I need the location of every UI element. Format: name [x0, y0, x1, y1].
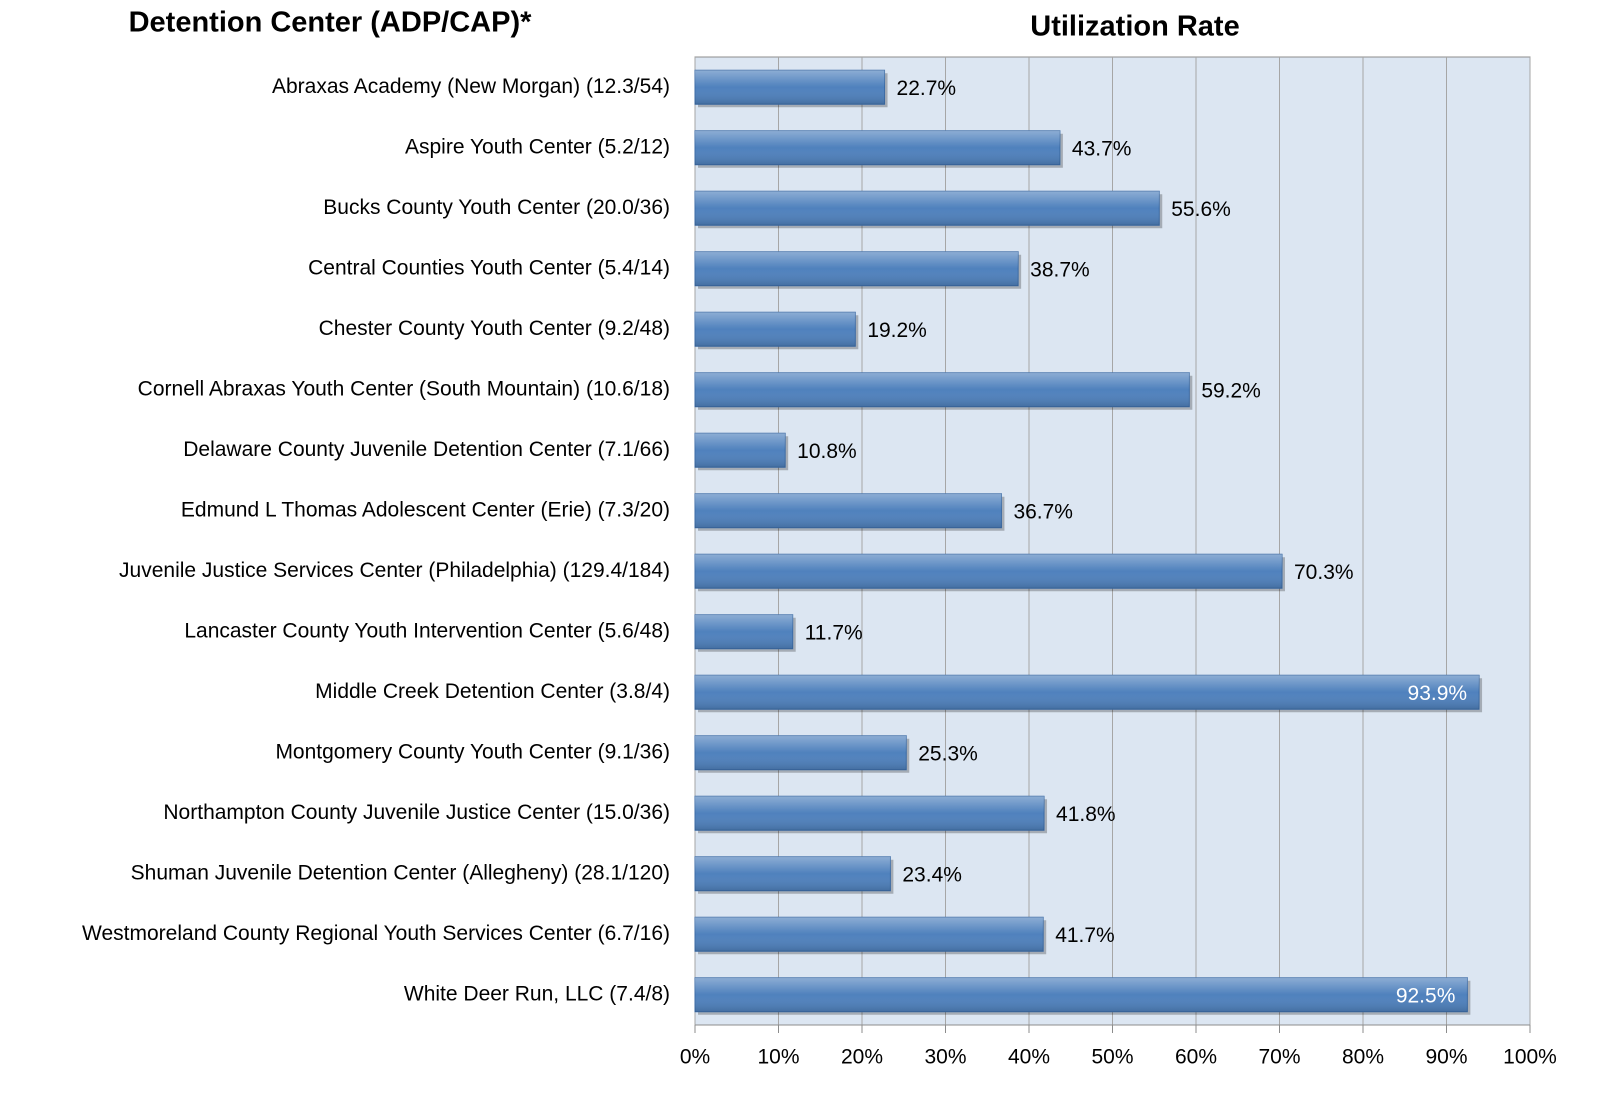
bar-shine [695, 372, 1190, 407]
x-tick-label: 80% [1342, 1046, 1384, 1069]
x-tick-label: 40% [1008, 1046, 1050, 1069]
value-label: 43.7% [1072, 137, 1132, 160]
y-tick-label: Shuman Juvenile Detention Center (Allegh… [131, 861, 670, 884]
bar-shine [695, 735, 907, 770]
y-tick-label: Central Counties Youth Center (5.4/14) [308, 256, 670, 279]
x-tick-label: 60% [1175, 1046, 1217, 1069]
value-label: 25.3% [918, 742, 978, 765]
bar-shine [695, 312, 856, 347]
y-tick-label: Juvenile Justice Services Center (Philad… [119, 559, 670, 582]
x-tick-label: 30% [924, 1046, 966, 1069]
y-tick-label: Montgomery County Youth Center (9.1/36) [275, 740, 670, 763]
value-label: 41.7% [1055, 924, 1115, 947]
y-tick-label: Middle Creek Detention Center (3.8/4) [315, 680, 670, 703]
bar-shine [695, 675, 1480, 710]
y-axis-title: Detention Center (ADP/CAP)* [129, 7, 533, 39]
value-label: 55.6% [1171, 198, 1231, 221]
bar-shine [695, 554, 1283, 589]
x-tick-label: 100% [1503, 1046, 1557, 1069]
x-tick-label: 70% [1258, 1046, 1300, 1069]
x-tick-label: 50% [1091, 1046, 1133, 1069]
bar-shine [695, 796, 1045, 831]
y-tick-label: Bucks County Youth Center (20.0/36) [323, 196, 670, 219]
bar-shine [695, 251, 1019, 286]
x-tick-label: 20% [841, 1046, 883, 1069]
bar-shine [695, 433, 786, 468]
value-label: 41.8% [1056, 803, 1116, 826]
y-tick-label: White Deer Run, LLC (7.4/8) [404, 982, 670, 1005]
bar-shine [695, 70, 885, 105]
y-tick-label: Chester County Youth Center (9.2/48) [319, 317, 670, 340]
y-tick-label: Lancaster County Youth Intervention Cent… [184, 619, 670, 642]
y-tick-label: Cornell Abraxas Youth Center (South Moun… [138, 377, 670, 400]
bar-shine [695, 856, 891, 891]
value-label: 70.3% [1294, 561, 1354, 584]
x-tick-label: 0% [680, 1046, 710, 1069]
y-tick-label: Delaware County Juvenile Detention Cente… [183, 438, 670, 461]
value-label: 11.7% [805, 621, 863, 644]
y-tick-label: Edmund L Thomas Adolescent Center (Erie)… [181, 498, 670, 521]
value-label: 36.7% [1013, 500, 1073, 523]
chart-title: Utilization Rate [1030, 11, 1239, 43]
value-label: 93.9% [1408, 682, 1468, 705]
x-tick-label: 90% [1425, 1046, 1467, 1069]
value-label: 92.5% [1396, 984, 1456, 1007]
value-label: 10.8% [797, 440, 857, 463]
value-label: 19.2% [867, 319, 927, 342]
value-label: 23.4% [902, 863, 962, 886]
bar-shine [695, 493, 1002, 528]
value-label: 38.7% [1030, 258, 1090, 281]
x-tick-label: 10% [757, 1046, 799, 1069]
bar-shine [695, 917, 1044, 952]
bar-shine [695, 977, 1468, 1012]
y-tick-label: Westmoreland County Regional Youth Servi… [82, 922, 670, 945]
bar-shine [695, 191, 1160, 226]
value-label: 22.7% [897, 77, 957, 100]
y-tick-label: Abraxas Academy (New Morgan) (12.3/54) [272, 75, 670, 98]
y-tick-label: Aspire Youth Center (5.2/12) [405, 135, 670, 158]
y-tick-label: Northampton County Juvenile Justice Cent… [163, 801, 670, 824]
bar-shine [695, 130, 1060, 165]
value-label: 59.2% [1201, 379, 1261, 402]
bar-shine [695, 614, 793, 649]
